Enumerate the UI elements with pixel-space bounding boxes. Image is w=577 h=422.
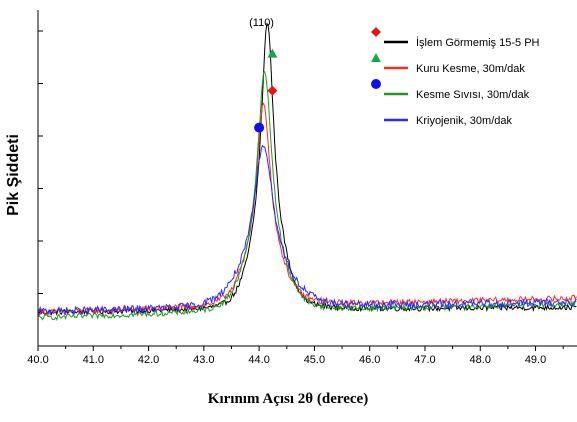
x-tick-label: 46.0	[359, 354, 380, 366]
x-tick-label: 42.0	[138, 354, 159, 366]
y-axis-label: Pik Şiddeti	[5, 134, 22, 216]
peak-label: (110)	[249, 17, 274, 29]
peak-marker-triangle	[267, 48, 278, 58]
peak-marker-circle	[254, 122, 265, 133]
x-tick-label: 40.0	[27, 354, 48, 366]
legend-marker-3	[371, 79, 381, 89]
legend-label-1: İşlem Görmemiş 15-5 PH	[416, 36, 540, 49]
legend-label-3: Kesme Sıvısı, 30m/dak	[416, 89, 530, 101]
series-line-3	[38, 70, 577, 321]
series-line-4	[38, 144, 577, 316]
legend: İşlem Görmemiş 15-5 PH Kuru Kesme, 30m/da…	[371, 27, 540, 127]
x-tick-label: 45.0	[304, 354, 325, 366]
peak-marker-diamond	[267, 85, 278, 96]
peak-markers	[254, 48, 278, 133]
x-axis-label: Kırınım Açısı 2θ (derece)	[208, 391, 368, 407]
series-layer	[38, 22, 577, 321]
legend-marker-1	[371, 27, 381, 37]
x-tick-label: 47.0	[414, 354, 435, 366]
legend-marker-2	[371, 53, 381, 62]
legend-label-2: Kuru Kesme, 30m/dak	[416, 63, 525, 75]
x-tick-label: 43.0	[193, 354, 214, 366]
axes-layer: 40.0 41.0 42.0 43.0 44.0 45.0 46.0 47.0 48.0 49.0	[27, 10, 577, 366]
legend-label-4: Kriyojenik, 30m/dak	[416, 115, 512, 127]
x-tick-label: 41.0	[83, 354, 104, 366]
series-line-2	[38, 102, 577, 317]
x-tick-label: 44.0	[248, 354, 269, 366]
x-tick-label: 48.0	[470, 354, 491, 366]
x-tick-label: 49.0	[525, 354, 546, 366]
